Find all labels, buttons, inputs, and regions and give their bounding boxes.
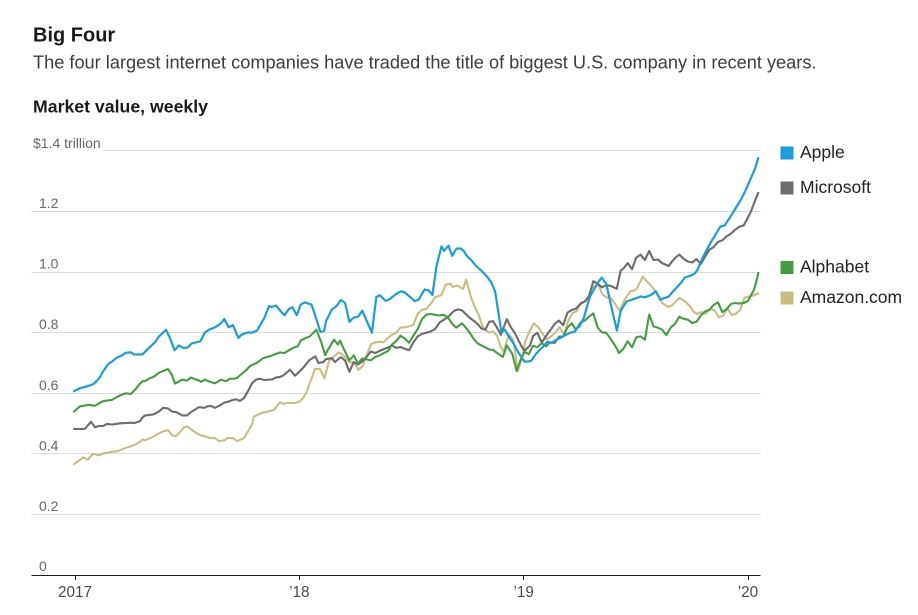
svg-text:0.8: 0.8 [39,316,59,332]
svg-text:1.0: 1.0 [39,256,59,272]
svg-text:The four largest internet comp: The four largest internet companies have… [33,53,817,73]
svg-text:0.6: 0.6 [39,377,59,393]
svg-text:$1.4 trillion: $1.4 trillion [33,135,101,151]
svg-text:0.4: 0.4 [39,437,59,453]
svg-text:0.2: 0.2 [39,498,59,514]
svg-text:1.2: 1.2 [39,195,59,211]
svg-text:0: 0 [39,558,47,574]
svg-text:2017: 2017 [58,584,92,601]
svg-text:Amazon.com: Amazon.com [800,287,902,307]
svg-text:’20: ’20 [738,584,758,601]
svg-text:Market value, weekly: Market value, weekly [33,97,208,117]
svg-text:Apple: Apple [800,142,845,162]
svg-text:Microsoft: Microsoft [800,177,871,197]
svg-text:Big Four: Big Four [33,25,115,47]
svg-text:Alphabet: Alphabet [800,257,869,277]
svg-text:’19: ’19 [513,584,533,601]
svg-text:’18: ’18 [289,584,309,601]
